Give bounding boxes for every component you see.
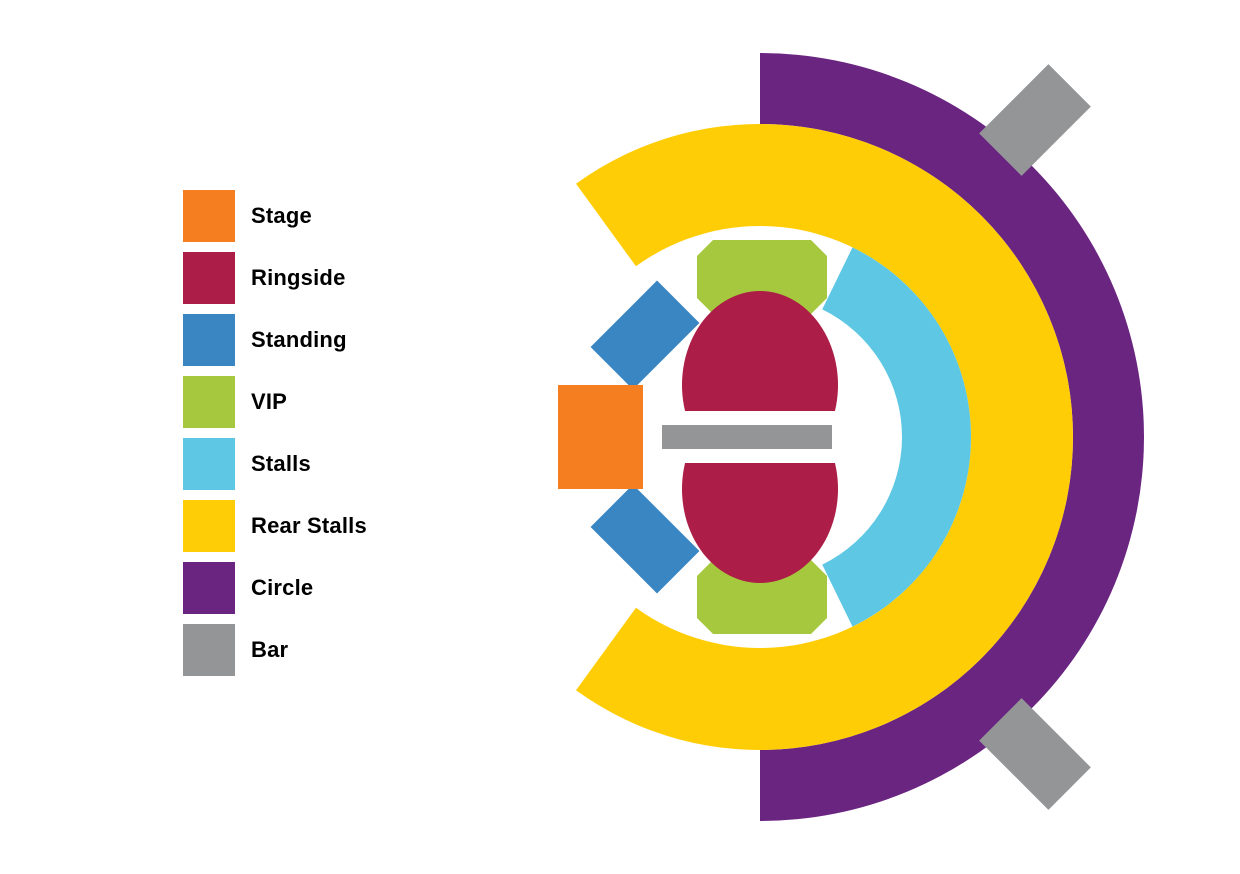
stage bbox=[558, 385, 643, 489]
center-bar-shape bbox=[662, 425, 832, 449]
stage-shape bbox=[558, 385, 643, 489]
seating-map-canvas: Stage Ringside Standing VIP Stalls Rear … bbox=[0, 0, 1240, 874]
seating-diagram bbox=[0, 0, 1240, 874]
center-bar bbox=[662, 425, 832, 449]
